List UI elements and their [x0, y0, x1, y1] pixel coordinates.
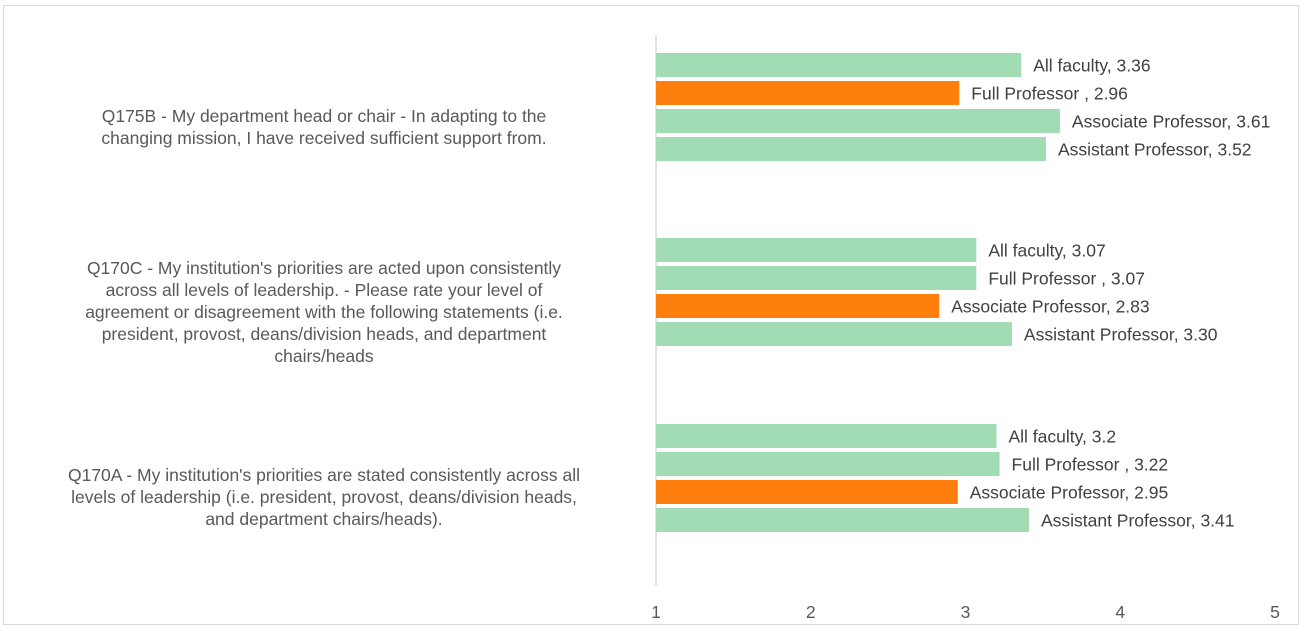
data-label: All faculty, 3.07 — [988, 241, 1105, 261]
category-label-line: and department chairs/heads). — [205, 509, 443, 529]
x-tick-label: 1 — [651, 602, 661, 622]
bar-assistant-professor — [656, 508, 1029, 532]
category-label-line: levels of leadership (i.e. president, pr… — [71, 487, 577, 507]
category-label-line: chairs/heads — [274, 346, 374, 366]
bar-all-faculty — [656, 424, 997, 448]
bar-associate-professor — [656, 109, 1060, 133]
bar-assistant-professor — [656, 137, 1046, 161]
data-label: Associate Professor, 2.83 — [951, 297, 1149, 317]
data-label: Associate Professor, 2.95 — [970, 483, 1168, 503]
bar-all-faculty — [656, 238, 977, 262]
chart-frame: All faculty, 3.36 Full Professor , 2.96 As… — [3, 5, 1299, 625]
bar-assistant-professor — [656, 322, 1012, 346]
category-label-line: across all levels of leadership. - Pleas… — [105, 280, 543, 300]
data-label: Associate Professor, 3.61 — [1072, 112, 1270, 132]
category-label-line: Q175B - My department head or chair - In… — [101, 106, 547, 126]
category-label-line: changing mission, I have received suffic… — [101, 128, 547, 148]
data-label: All faculty, 3.36 — [1033, 56, 1150, 76]
data-label: Full Professor , 3.22 — [1012, 455, 1169, 475]
x-tick-label: 5 — [1270, 602, 1280, 622]
category-label-line: Q170C - My institution's priorities are … — [86, 258, 562, 278]
bar-full-professor — [656, 452, 1000, 476]
category-label: Q170A - My institution's priorities are … — [10, 464, 638, 530]
bar-associate-professor — [656, 294, 940, 318]
category-label-line: Q170A - My institution's priorities are … — [67, 465, 581, 485]
data-label: Full Professor , 3.07 — [988, 269, 1145, 289]
data-label: Assistant Professor, 3.52 — [1058, 140, 1252, 160]
x-tick-label: 3 — [961, 602, 971, 622]
data-label: All faculty, 3.2 — [1008, 427, 1116, 447]
bar-full-professor — [656, 81, 960, 105]
category-label-line: president, provost, deans/division heads… — [101, 324, 547, 344]
data-label: Assistant Professor, 3.41 — [1041, 511, 1235, 531]
bar-all-faculty — [656, 53, 1022, 77]
data-label: Full Professor , 2.96 — [971, 84, 1128, 104]
x-tick-label: 2 — [806, 602, 816, 622]
bar-chart: All faculty, 3.36 Full Professor , 2.96 As… — [651, 35, 1280, 622]
bar-associate-professor — [656, 480, 958, 504]
category-label: Q170C - My institution's priorities are … — [10, 257, 638, 367]
category-label-line: agreement or disagreement with the follo… — [85, 302, 563, 322]
category-label: Q175B - My department head or chair - In… — [10, 105, 638, 149]
x-tick-label: 4 — [1115, 602, 1125, 622]
bar-full-professor — [656, 266, 977, 290]
data-label: Assistant Professor, 3.30 — [1024, 325, 1218, 345]
